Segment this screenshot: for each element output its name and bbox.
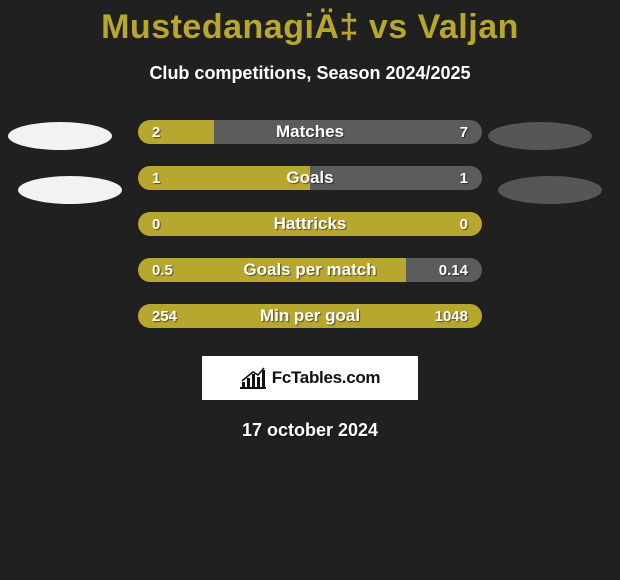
- comparison-row: Hattricks0 0: [138, 212, 482, 236]
- decorative-ellipse: [18, 176, 122, 204]
- page-subtitle: Club competitions, Season 2024/2025: [0, 63, 620, 84]
- comparison-row: Min per goal2541048: [138, 304, 482, 328]
- decorative-ellipse: [498, 176, 602, 204]
- row-label: Hattricks: [138, 212, 482, 236]
- page-title: MustedanagiÄ‡ vs Valjan: [0, 0, 620, 47]
- row-value-right: 1048: [421, 304, 482, 328]
- row-value-right: 1: [446, 166, 482, 190]
- decorative-ellipse: [488, 122, 592, 150]
- comparison-row: Matches2 7: [138, 120, 482, 144]
- brand-box: FcTables.com: [202, 356, 418, 400]
- row-label: Matches: [138, 120, 482, 144]
- decorative-ellipse: [8, 122, 112, 150]
- row-value-left: 0: [138, 212, 174, 236]
- row-label: Goals: [138, 166, 482, 190]
- comparison-infographic: { "title": "MustedanagiÄ‡ vs Valjan", "t…: [0, 0, 620, 580]
- comparison-row: Goals1 1: [138, 166, 482, 190]
- date-text: 17 october 2024: [0, 420, 620, 441]
- brand-text: FcTables.com: [272, 368, 381, 388]
- row-value-right: 0: [446, 212, 482, 236]
- row-value-left: 0.5: [138, 258, 187, 282]
- row-value-right: 0.14: [425, 258, 482, 282]
- row-value-right: 7: [446, 120, 482, 144]
- comparison-row: Goals per match0.50.14: [138, 258, 482, 282]
- brand-chart-icon: [240, 367, 266, 389]
- row-value-left: 2: [138, 120, 174, 144]
- comparison-rows: Matches27Goals11Hattricks00Goals per mat…: [0, 120, 620, 328]
- row-value-left: 254: [138, 304, 191, 328]
- row-value-left: 1: [138, 166, 174, 190]
